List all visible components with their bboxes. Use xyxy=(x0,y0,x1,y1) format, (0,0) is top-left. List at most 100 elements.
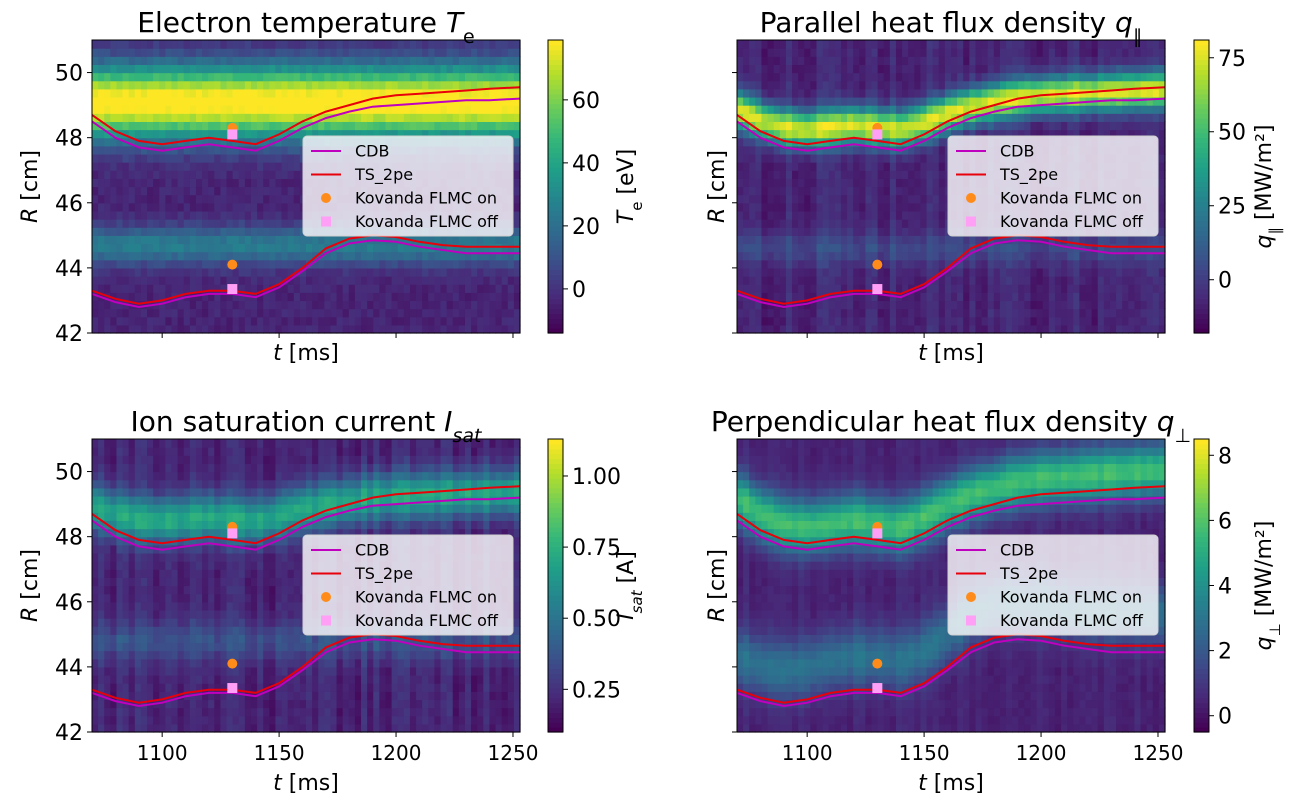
heatmap-cell xyxy=(767,316,775,326)
heatmap-cell xyxy=(122,162,130,171)
heatmap-cell xyxy=(293,300,301,310)
heatmap-cell xyxy=(244,259,252,269)
heatmap-cell xyxy=(165,88,173,98)
heatmap-cell xyxy=(1103,316,1111,326)
heatmap-cell xyxy=(1079,259,1087,269)
colorbar-segment xyxy=(548,206,563,212)
heatmap-cell xyxy=(883,324,891,334)
heatmap-cell xyxy=(391,235,399,245)
heatmap-cell xyxy=(1061,243,1068,253)
heatmap-cell xyxy=(749,308,756,318)
heatmap-cell xyxy=(171,162,179,171)
heatmap-cell xyxy=(275,243,283,253)
heatmap-cell xyxy=(220,227,228,236)
heatmap-cell xyxy=(767,153,775,163)
heatmap-cell xyxy=(963,64,970,74)
heatmap-cell xyxy=(987,308,995,318)
heatmap-cell xyxy=(743,243,750,253)
heatmap-cell xyxy=(263,292,270,302)
heatmap-cell xyxy=(458,276,466,285)
heatmap-cell xyxy=(1079,80,1087,90)
heatmap-cell xyxy=(944,243,952,253)
heatmap-cell xyxy=(828,105,836,114)
heatmap-cell xyxy=(238,129,246,139)
heatmap-cell xyxy=(1091,284,1099,293)
colorbar-segment xyxy=(548,264,563,271)
heatmap-cell xyxy=(195,153,203,163)
heatmap-cell xyxy=(330,56,338,66)
heatmap-cell xyxy=(147,292,154,302)
heatmap-cell xyxy=(434,300,442,310)
heatmap-cell xyxy=(367,324,374,334)
heatmap-cell xyxy=(269,267,277,277)
heatmap-cell xyxy=(165,292,173,302)
heatmap-cell xyxy=(987,72,995,82)
heatmap-cell xyxy=(785,88,793,98)
heatmap-cell xyxy=(822,48,830,57)
heatmap-cell xyxy=(1091,308,1099,318)
heatmap-cell xyxy=(367,88,374,98)
heatmap-cell xyxy=(1073,300,1080,310)
heatmap-cell xyxy=(122,219,130,228)
heatmap-cell xyxy=(871,80,879,90)
heatmap-cell xyxy=(773,202,781,212)
heatmap-cell xyxy=(767,219,775,228)
heatmap-cell xyxy=(257,170,264,179)
heatmap-cell xyxy=(98,105,105,114)
heatmap-cell xyxy=(773,178,781,188)
heatmap-cell xyxy=(1097,64,1105,74)
heatmap-cell xyxy=(1116,308,1123,318)
heatmap-cell xyxy=(324,40,332,49)
heatmap-cell xyxy=(409,129,417,139)
heatmap-cell xyxy=(822,284,830,293)
heatmap-cell xyxy=(877,145,885,155)
heatmap-cell xyxy=(749,267,756,277)
heatmap-cell xyxy=(110,227,118,236)
heatmap-cell xyxy=(446,80,454,90)
heatmap-cell xyxy=(269,243,277,253)
heatmap-cell xyxy=(140,210,148,220)
heatmap-cell xyxy=(914,64,922,74)
heatmap-cell xyxy=(999,259,1007,269)
heatmap-cell xyxy=(513,308,521,318)
heatmap-cell xyxy=(98,40,105,49)
heatmap-cell xyxy=(281,105,289,114)
heatmap-cell xyxy=(1103,48,1111,57)
heatmap-cell xyxy=(140,235,148,245)
heatmap-cell xyxy=(1030,324,1038,334)
heatmap-cell xyxy=(110,105,118,114)
heatmap-cell xyxy=(330,113,338,122)
heatmap-cell xyxy=(134,210,142,220)
heatmap-cell xyxy=(226,267,234,277)
heatmap-cell xyxy=(749,219,756,228)
heatmap-cell xyxy=(847,137,854,147)
heatmap-cell xyxy=(926,316,934,326)
heatmap-cell xyxy=(104,300,111,310)
heatmap-cell xyxy=(944,113,952,122)
heatmap-cell xyxy=(122,202,130,212)
heatmap-cell xyxy=(342,259,350,269)
heatmap-cell xyxy=(495,300,503,310)
heatmap-cell xyxy=(226,72,234,82)
heatmap-cell xyxy=(452,284,460,293)
heatmap-cell xyxy=(489,64,497,74)
heatmap-cell xyxy=(999,251,1007,261)
heatmap-cell xyxy=(244,276,252,285)
heatmap-cell xyxy=(159,64,166,74)
heatmap-cell xyxy=(226,40,234,49)
colorbar-segment xyxy=(548,137,563,144)
heatmap-cell xyxy=(257,202,264,212)
heatmap-cell xyxy=(244,243,252,253)
heatmap-cell xyxy=(792,267,799,277)
heatmap-cell xyxy=(993,56,1001,66)
heatmap-cell xyxy=(785,145,793,155)
heatmap-cell xyxy=(1054,267,1062,277)
heatmap-cell xyxy=(767,194,775,204)
heatmap-cell xyxy=(458,308,466,318)
heatmap-cell xyxy=(202,251,209,261)
heatmap-cell xyxy=(932,219,940,228)
heatmap-cell xyxy=(853,113,860,122)
heatmap-cell xyxy=(232,324,240,334)
heatmap-cell xyxy=(513,162,521,171)
heatmap-cell xyxy=(743,178,750,188)
